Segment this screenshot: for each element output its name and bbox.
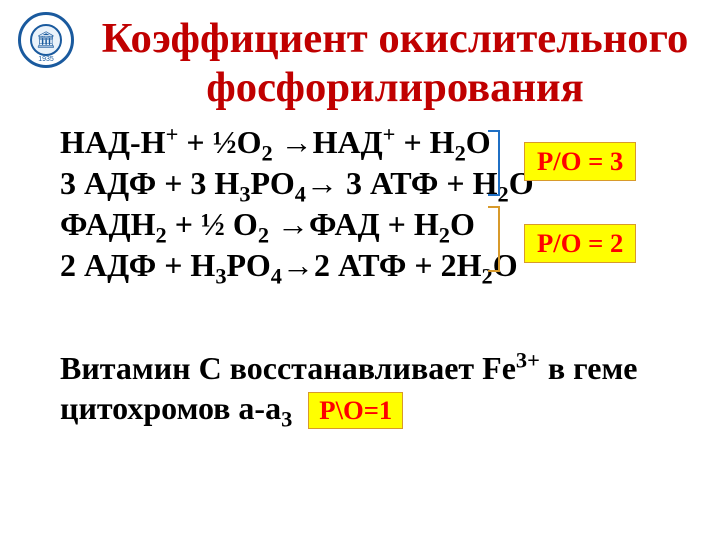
- note-prefix: Витамин С восстанавливает Fe: [60, 350, 516, 386]
- bracket-top: [488, 130, 500, 196]
- equation-2: 3 АДФ + 3 Н3РО4→ 3 АТФ + Н2О: [60, 165, 480, 202]
- vitamin-c-note: Витамин С восстанавливает Fe3+ в геме ци…: [60, 348, 660, 429]
- po-box-3: Р/О = 3: [524, 142, 636, 181]
- logo-ring: 🏛 1935: [18, 12, 74, 68]
- po-inline-1-label: Р\О=1: [319, 395, 392, 425]
- equation-4: 2 АДФ + Н3РО4→2 АТФ + 2Н2О: [60, 247, 480, 284]
- title-line-2: фосфорилирования: [206, 64, 583, 111]
- a-sub: 3: [281, 406, 292, 431]
- po-box-3-label: Р/О = 3: [537, 146, 623, 176]
- equations-block: НАД-Н+ + ½О2 →НАД+ + Н2О 3 АДФ + 3 Н3РО4…: [60, 124, 480, 288]
- po-box-2: Р/О = 2: [524, 224, 636, 263]
- logo-building-icon: 🏛: [30, 24, 62, 56]
- slide-title: Коэффициент окислительного фосфорилирова…: [90, 14, 700, 112]
- po-box-2-label: Р/О = 2: [537, 228, 623, 258]
- equation-3: ФАДН2 + ½ О2 →ФАД + Н2О: [60, 206, 480, 243]
- brackets-container: [488, 124, 502, 374]
- title-line-1: Коэффициент окислительного: [102, 15, 689, 62]
- fe-charge: 3+: [516, 347, 540, 372]
- equation-1: НАД-Н+ + ½О2 →НАД+ + Н2О: [60, 124, 480, 161]
- institution-logo: 🏛 1935: [18, 12, 74, 68]
- logo-year: 1935: [36, 56, 56, 63]
- bracket-bottom: [488, 206, 500, 272]
- po-inline-1: Р\О=1: [308, 392, 403, 429]
